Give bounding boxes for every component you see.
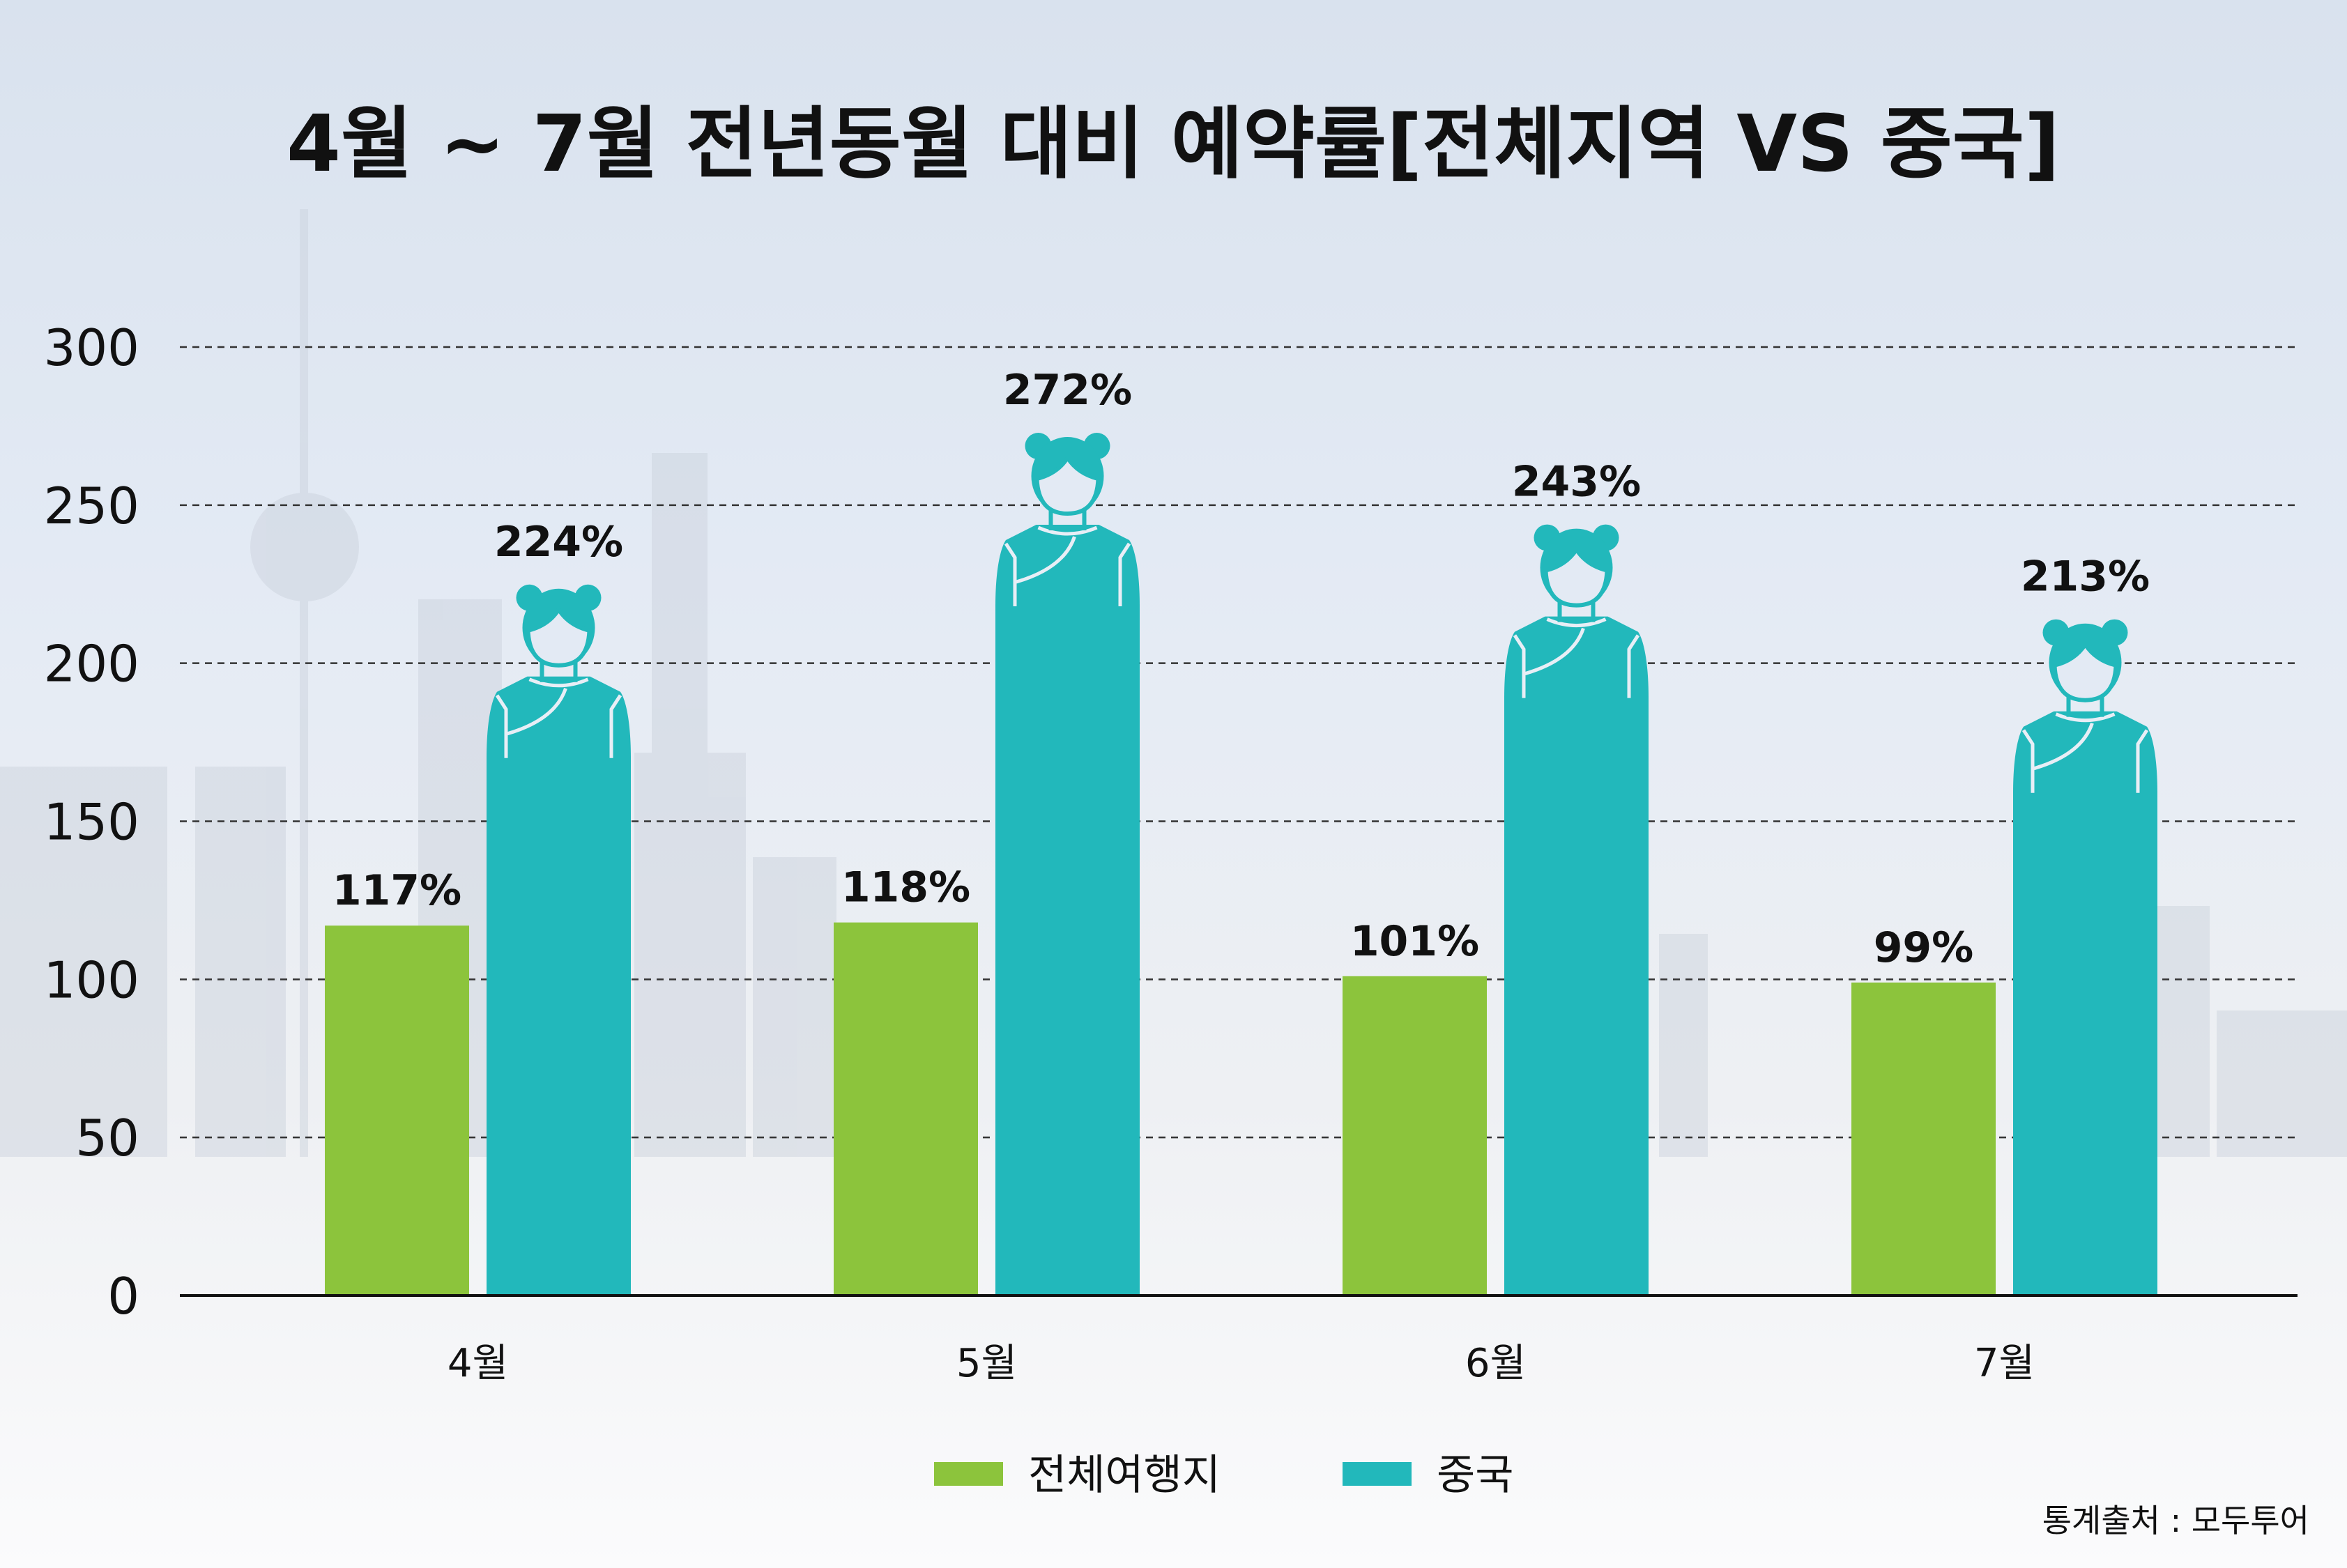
skyline-background	[0, 209, 2347, 1157]
bar-china-body	[995, 525, 1140, 1296]
bar-all-destinations	[325, 925, 469, 1296]
bar-all-destinations	[1851, 982, 1996, 1296]
robe-line-icon	[2033, 722, 2094, 771]
source-note: 통계출처 : 모두투어	[2042, 1502, 2309, 1539]
bar-china	[995, 433, 1140, 1296]
y-tick-label: 300	[44, 318, 139, 377]
collar-line-icon	[528, 677, 589, 688]
bar-all-destinations	[1343, 976, 1487, 1296]
robe-line-icon	[507, 687, 567, 736]
sleeve-line-icon	[495, 694, 622, 758]
bar-china	[1504, 524, 1649, 1296]
data-label-all-destinations: 101%	[1350, 917, 1479, 966]
y-tick-label: 0	[107, 1267, 139, 1325]
bar-china	[487, 584, 631, 1296]
robe-line-icon	[1524, 627, 1585, 675]
x-tick-label: 6월	[1465, 1341, 1526, 1386]
x-tick-label: 4월	[448, 1341, 508, 1386]
data-label-china: 272%	[1003, 366, 1132, 415]
y-axis-ticks: 0 50 100 150 200 250 300	[44, 318, 139, 1325]
y-tick-label: 200	[44, 635, 139, 693]
face-icon	[526, 606, 592, 668]
legend-swatch-china	[1343, 1462, 1412, 1486]
bar-china-body	[2013, 711, 2157, 1296]
y-tick-label: 250	[44, 477, 139, 535]
collar-line-icon	[1037, 525, 1098, 536]
data-label-china: 224%	[494, 518, 623, 567]
x-tick-label: 5월	[956, 1341, 1017, 1386]
data-label-all-destinations: 117%	[332, 866, 461, 915]
face-icon	[1034, 454, 1101, 516]
x-tick-label: 7월	[1974, 1341, 2035, 1386]
bars: 117% 224% 118% 272% 101% 243% 99% 213%	[325, 366, 2157, 1296]
data-label-all-destinations: 118%	[841, 863, 970, 912]
x-axis-labels: 4월 5월 6월 7월	[448, 1341, 2035, 1386]
legend-swatch-all	[934, 1462, 1003, 1486]
face-icon	[2052, 640, 2118, 702]
collar-line-icon	[1546, 617, 1607, 628]
data-label-all-destinations: 99%	[1874, 923, 1974, 972]
chart-title: 4월 ~ 7월 전년동월 대비 예약률[전체지역 VS 중국]	[286, 99, 2060, 190]
sleeve-line-icon	[1513, 634, 1640, 698]
bar-china-body	[1504, 616, 1649, 1296]
y-tick-label: 150	[44, 793, 139, 852]
legend-label-all: 전체여행지	[1028, 1451, 1221, 1500]
bar-china-body	[487, 676, 631, 1296]
bar-china	[2013, 619, 2157, 1296]
y-tick-label: 50	[75, 1109, 139, 1167]
bar-all-destinations	[834, 922, 978, 1296]
legend: 전체여행지 중국	[934, 1451, 1513, 1500]
data-label-china: 213%	[2021, 553, 2150, 601]
face-icon	[1543, 546, 1610, 608]
y-tick-label: 100	[44, 951, 139, 1009]
sleeve-line-icon	[1004, 542, 1131, 607]
sleeve-line-icon	[2021, 729, 2149, 793]
collar-line-icon	[2055, 712, 2116, 723]
data-label-china: 243%	[1512, 458, 1641, 507]
robe-line-icon	[1016, 536, 1076, 584]
legend-label-china: 중국	[1437, 1451, 1513, 1500]
